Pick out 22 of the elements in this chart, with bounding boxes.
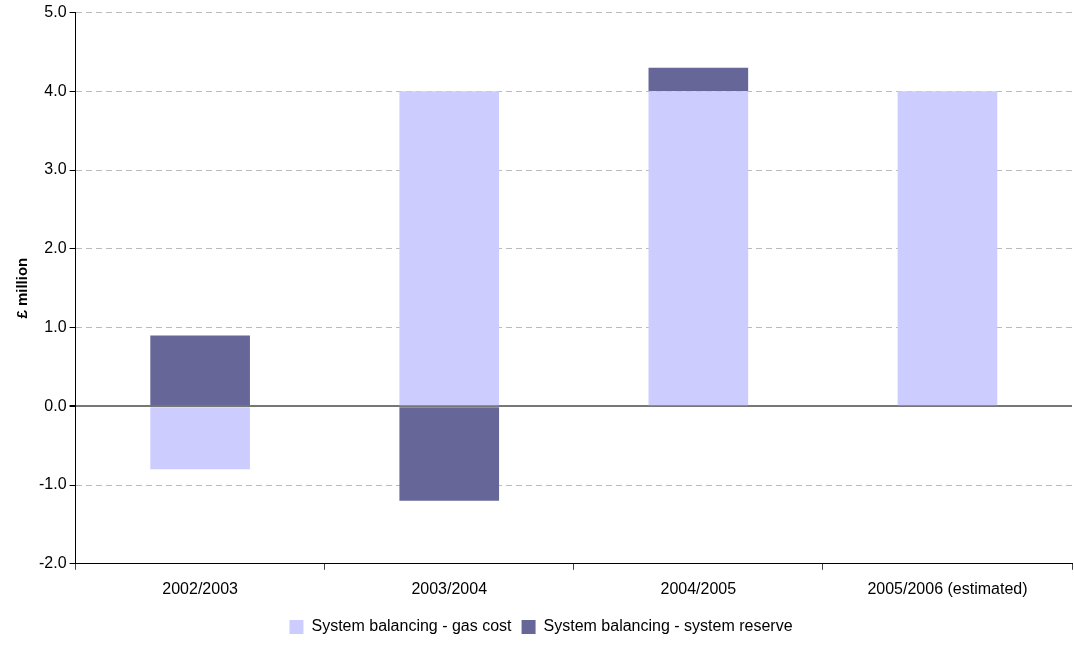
- y-tick-label: 2.0: [44, 239, 67, 257]
- bar: [150, 407, 250, 470]
- bar: [897, 91, 998, 406]
- x-tick-label: 2003/2004: [411, 579, 488, 597]
- x-tick-label: 2002/2003: [162, 579, 239, 597]
- y-tick-label: 0.0: [44, 396, 67, 414]
- y-tick-label: -2.0: [38, 554, 67, 572]
- y-tick-label: -1.0: [38, 475, 67, 493]
- bar: [648, 67, 749, 92]
- bar: [399, 407, 500, 501]
- bar: [648, 91, 749, 406]
- y-tick-label: 3.0: [44, 160, 67, 178]
- legend-label: System balancing - gas cost: [311, 617, 513, 635]
- x-tick-label: 2004/2005: [660, 579, 737, 597]
- y-tick-label: 5.0: [44, 3, 67, 21]
- y-axis-title: £ million: [13, 257, 31, 319]
- legend-label: System balancing - system reserve: [543, 617, 793, 635]
- bar: [399, 91, 500, 406]
- x-tick-label: 2005/2006 (estimated): [867, 579, 1028, 597]
- bar: [150, 335, 250, 406]
- y-tick-label: 1.0: [44, 317, 67, 335]
- y-tick-label: 4.0: [44, 81, 67, 99]
